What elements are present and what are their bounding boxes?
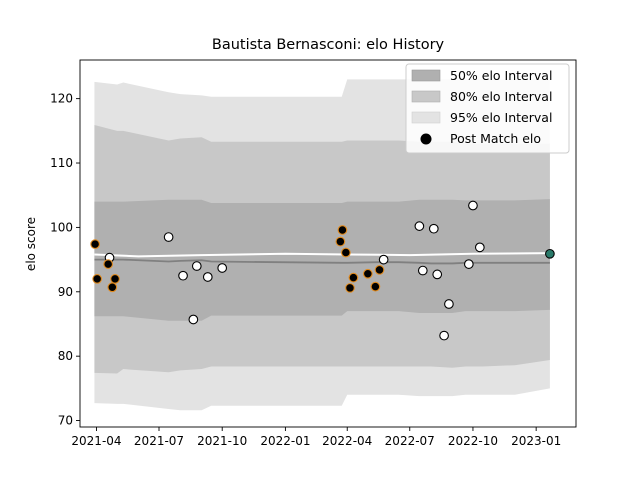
y-tick-label: 80 [58, 349, 73, 363]
x-tick-label: 2022-07 [385, 434, 435, 448]
x-tick-label: 2022-10 [448, 434, 498, 448]
y-axis: 70 80 90 100 110 120 [50, 92, 80, 428]
plot-area [79, 59, 577, 428]
x-tick-label: 2021-07 [134, 434, 184, 448]
latest-point [545, 248, 555, 259]
post-match-point [378, 254, 389, 265]
y-tick-label: 100 [50, 220, 73, 234]
plot-frame [79, 59, 577, 428]
post-match-point [163, 232, 174, 242]
post-match-point [178, 270, 188, 281]
highlight-point [110, 274, 120, 284]
post-match-point [417, 265, 428, 276]
legend-item-80: 80% elo Interval [411, 89, 552, 104]
highlight-point [337, 225, 348, 235]
trend-line [94, 252, 550, 258]
post-match-point [474, 242, 485, 253]
data-points [90, 200, 555, 341]
post-match-point [444, 299, 454, 309]
highlight-point [103, 259, 114, 269]
chart-title: Bautista Bernasconi: elo History [212, 37, 445, 53]
x-tick-label: 2021-04 [71, 434, 121, 448]
post-match-point [468, 200, 478, 211]
legend-box [405, 63, 570, 154]
highlight-point [90, 239, 100, 249]
post-match-point [428, 223, 439, 234]
legend: 50% elo Interval 80% elo Interval 95% el… [405, 63, 570, 154]
post-match-point [191, 261, 202, 271]
post-match-point [439, 330, 449, 341]
highlight-point [362, 268, 373, 279]
highlight-point [370, 281, 381, 292]
x-tick-label: 2022-01 [260, 434, 310, 448]
highlight-point [374, 265, 385, 275]
x-tick-label: 2023-01 [511, 434, 561, 448]
post-match-point [414, 221, 425, 231]
legend-label-80: 80% elo Interval [450, 89, 552, 104]
x-axis: 2021-04 2021-07 2021-10 2022-01 2022-04 2022-… [71, 427, 561, 448]
highlight-point [92, 274, 103, 284]
y-tick-label: 70 [58, 414, 73, 428]
legend-swatch-95 [411, 111, 441, 124]
legend-swatch-50 [411, 69, 441, 82]
post-match-point [202, 272, 213, 282]
legend-label-post-match: Post Match elo [450, 131, 541, 146]
post-match-point [463, 259, 474, 269]
highlight-point [335, 236, 346, 247]
band-50 [94, 199, 550, 321]
highlight-point [345, 283, 355, 293]
legend-item-post-match: Post Match elo [420, 131, 541, 146]
post-match-point [432, 269, 443, 280]
interval-bands [94, 79, 550, 411]
legend-marker-post-match [420, 133, 432, 145]
y-tick-label: 120 [50, 92, 73, 106]
highlight-point [348, 272, 359, 283]
legend-label-50: 50% elo Interval [450, 68, 552, 83]
legend-item-50: 50% elo Interval [411, 68, 552, 83]
highlight-point [341, 247, 351, 258]
legend-label-95: 95% elo Interval [450, 110, 552, 125]
y-tick-label: 110 [50, 156, 73, 170]
post-match-point [188, 314, 199, 325]
x-tick-label: 2022-04 [322, 434, 372, 448]
legend-swatch-80 [411, 90, 441, 103]
y-axis-title: elo score [24, 217, 38, 271]
legend-item-95: 95% elo Interval [411, 110, 552, 125]
post-match-point [217, 263, 228, 273]
x-tick-label: 2021-10 [197, 434, 247, 448]
highlight-point [107, 282, 118, 293]
y-tick-label: 90 [58, 285, 73, 299]
